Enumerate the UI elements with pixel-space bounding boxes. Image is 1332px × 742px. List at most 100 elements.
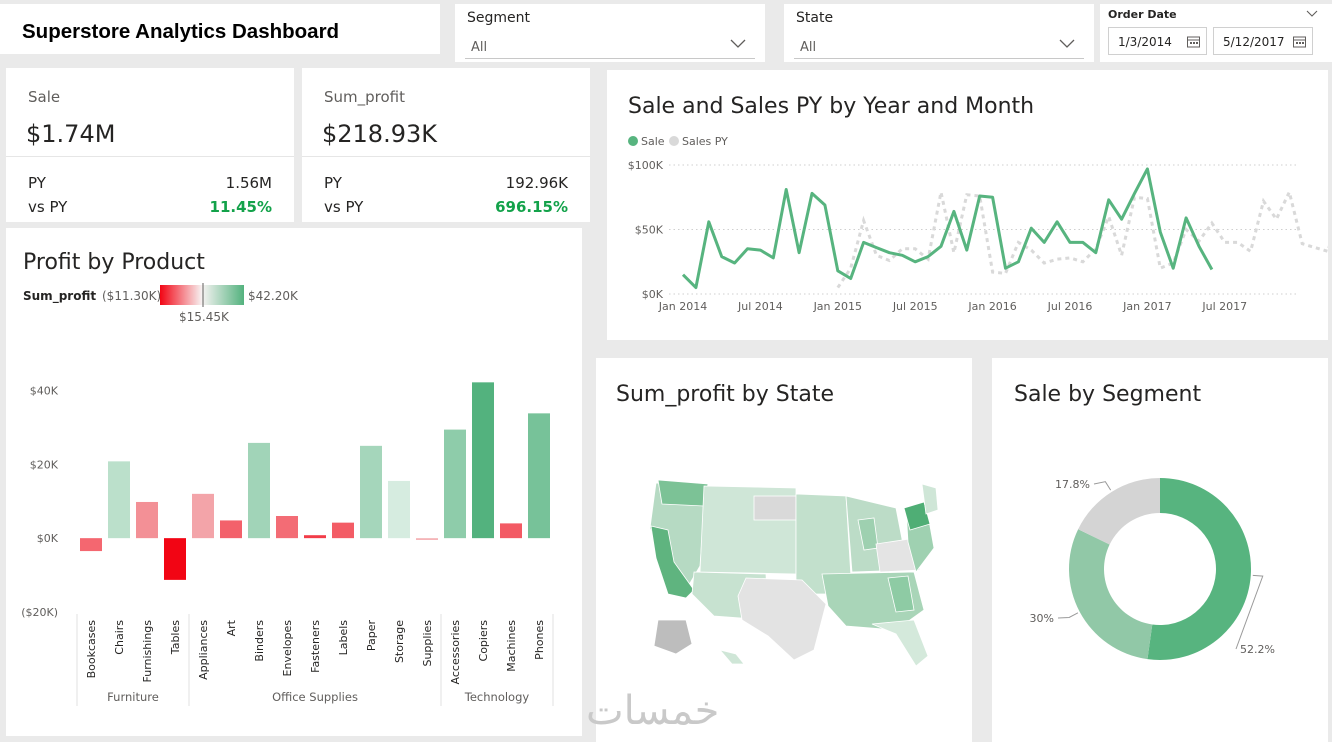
calendar-icon[interactable] [1293,35,1306,48]
x-tick-label: Jul 2016 [1047,300,1093,313]
kpi-vs-row: vs PY 696.15% [324,198,568,216]
bar[interactable] [528,413,550,539]
profit-kpi-card: Sum_profit $218.93K PY 192.96K vs PY 696… [302,68,590,222]
kpi-py-row: PY 192.96K [324,174,568,192]
x-tick-label: Copiers [477,620,490,662]
state-new-england[interactable] [921,483,939,515]
x-tick-label: Jan 2017 [1122,300,1171,313]
bar[interactable] [276,516,298,539]
bar[interactable] [444,429,466,539]
x-tick-label: Jul 2015 [892,300,938,313]
x-tick-label: Jan 2014 [658,300,707,313]
visual-title: Profit by Product [23,250,205,275]
x-tick-label: Labels [337,620,350,656]
chevron-down-icon[interactable] [1306,9,1318,19]
visual-title: Sale by Segment [1014,382,1202,407]
x-tick-label: Supplies [421,620,434,667]
segment-label: Segment [467,10,530,26]
sale-by-segment-card: Sale by Segment 52.2% 30% 17.8% [992,358,1328,742]
segment-dropdown[interactable]: All [465,31,755,59]
state-value: All [800,40,817,55]
x-tick-label: Phones [533,620,546,660]
state-alaska[interactable] [653,619,693,655]
group-label: Furniture [107,690,159,704]
dashboard-title: Superstore Analytics Dashboard [22,20,340,43]
state-texas[interactable] [737,577,827,661]
legend-sale: Sale [641,135,665,148]
us-map[interactable] [596,358,972,742]
x-tick-label: Machines [505,620,518,672]
visual-title: Sum_profit by State [616,382,835,407]
bar[interactable] [472,382,494,539]
kpi-label: Sum_profit [324,88,406,106]
state-washington[interactable] [657,479,709,507]
x-tick-label: Jul 2014 [737,300,783,313]
kpi-py-value: 192.96K [505,174,568,192]
divider [6,156,294,157]
chevron-down-icon [1059,39,1075,48]
end-date-input[interactable]: 5/12/2017 [1213,27,1313,55]
watermark: خمسات [586,688,720,734]
sale-by-segment-chart[interactable]: 52.2% 30% 17.8% [992,358,1328,742]
state-north-dakota[interactable] [753,495,797,521]
profit-by-state-card: Sum_profit by State [596,358,972,742]
leader-line [1235,574,1264,650]
slice-label: 52.2% [1240,643,1275,656]
x-tick-label: Tables [169,620,182,655]
state-california[interactable] [650,525,695,599]
x-tick-label: Jul 2017 [1201,300,1247,313]
kpi-py-label: PY [28,174,46,192]
state-georgia[interactable] [887,575,915,613]
visual-title: Sale and Sales PY by Year and Month [628,94,1035,119]
start-date-input[interactable]: 1/3/2014 [1108,27,1207,55]
x-tick-label: Furnishings [141,620,154,683]
kpi-value: $1.74M [26,120,116,148]
series-sales-py[interactable] [836,170,1328,289]
bar[interactable] [192,493,214,539]
state-hawaii[interactable] [718,649,745,665]
slice-label: 17.8% [1055,478,1090,491]
x-tick-label: Appliances [197,620,210,680]
end-date-value: 5/12/2017 [1223,35,1285,49]
sales-by-month-chart[interactable]: Sale Sales PY $0K $50K $100K Jan 2014 Jul 20… [607,70,1328,340]
x-tick-label: Accessories [449,620,462,685]
order-date-slicer: Order Date 1/3/2014 5/12/2017 [1100,4,1332,62]
state-dropdown[interactable]: All [794,31,1084,59]
kpi-vs-row: vs PY 11.45% [28,198,272,216]
series-sale[interactable] [681,167,1214,290]
calendar-icon[interactable] [1187,35,1200,48]
x-tick-label: Binders [253,620,266,662]
y-tick-label: $0K [642,288,664,301]
bar[interactable] [500,523,522,539]
bar[interactable] [108,461,130,539]
bar[interactable] [220,520,242,539]
leader-line [1093,481,1112,491]
donut-slice[interactable] [1069,529,1153,660]
bar[interactable] [388,480,410,539]
legend-py-dot [669,136,679,146]
donut-slice[interactable] [1078,478,1160,545]
bar[interactable] [304,535,326,539]
y-tick-label: ($20K) [21,606,58,619]
bar[interactable] [332,522,354,539]
bar[interactable] [360,445,382,539]
bar[interactable] [164,538,186,580]
bar[interactable] [248,442,270,539]
profit-by-product-chart[interactable]: Sum_profit ($11.30K) $42.20K $15.45K $40… [6,228,582,736]
legend-sales-py: Sales PY [682,135,728,148]
kpi-py-value: 1.56M [225,174,272,192]
bar[interactable] [416,538,438,540]
state-florida[interactable] [871,619,929,667]
title-card: Superstore Analytics Dashboard [0,4,440,54]
x-tick-label: Jan 2016 [967,300,1016,313]
x-tick-label: Jan 2015 [813,300,862,313]
x-tick-label: Art [225,619,238,636]
kpi-value: $218.93K [322,120,437,148]
state-new-york[interactable] [903,501,931,531]
bar[interactable] [80,538,102,552]
donut-slice[interactable] [1147,478,1251,660]
kpi-vs-label: vs PY [324,198,364,216]
kpi-label: Sale [28,88,61,106]
slice-label: 30% [1030,612,1054,625]
bar[interactable] [136,501,158,539]
